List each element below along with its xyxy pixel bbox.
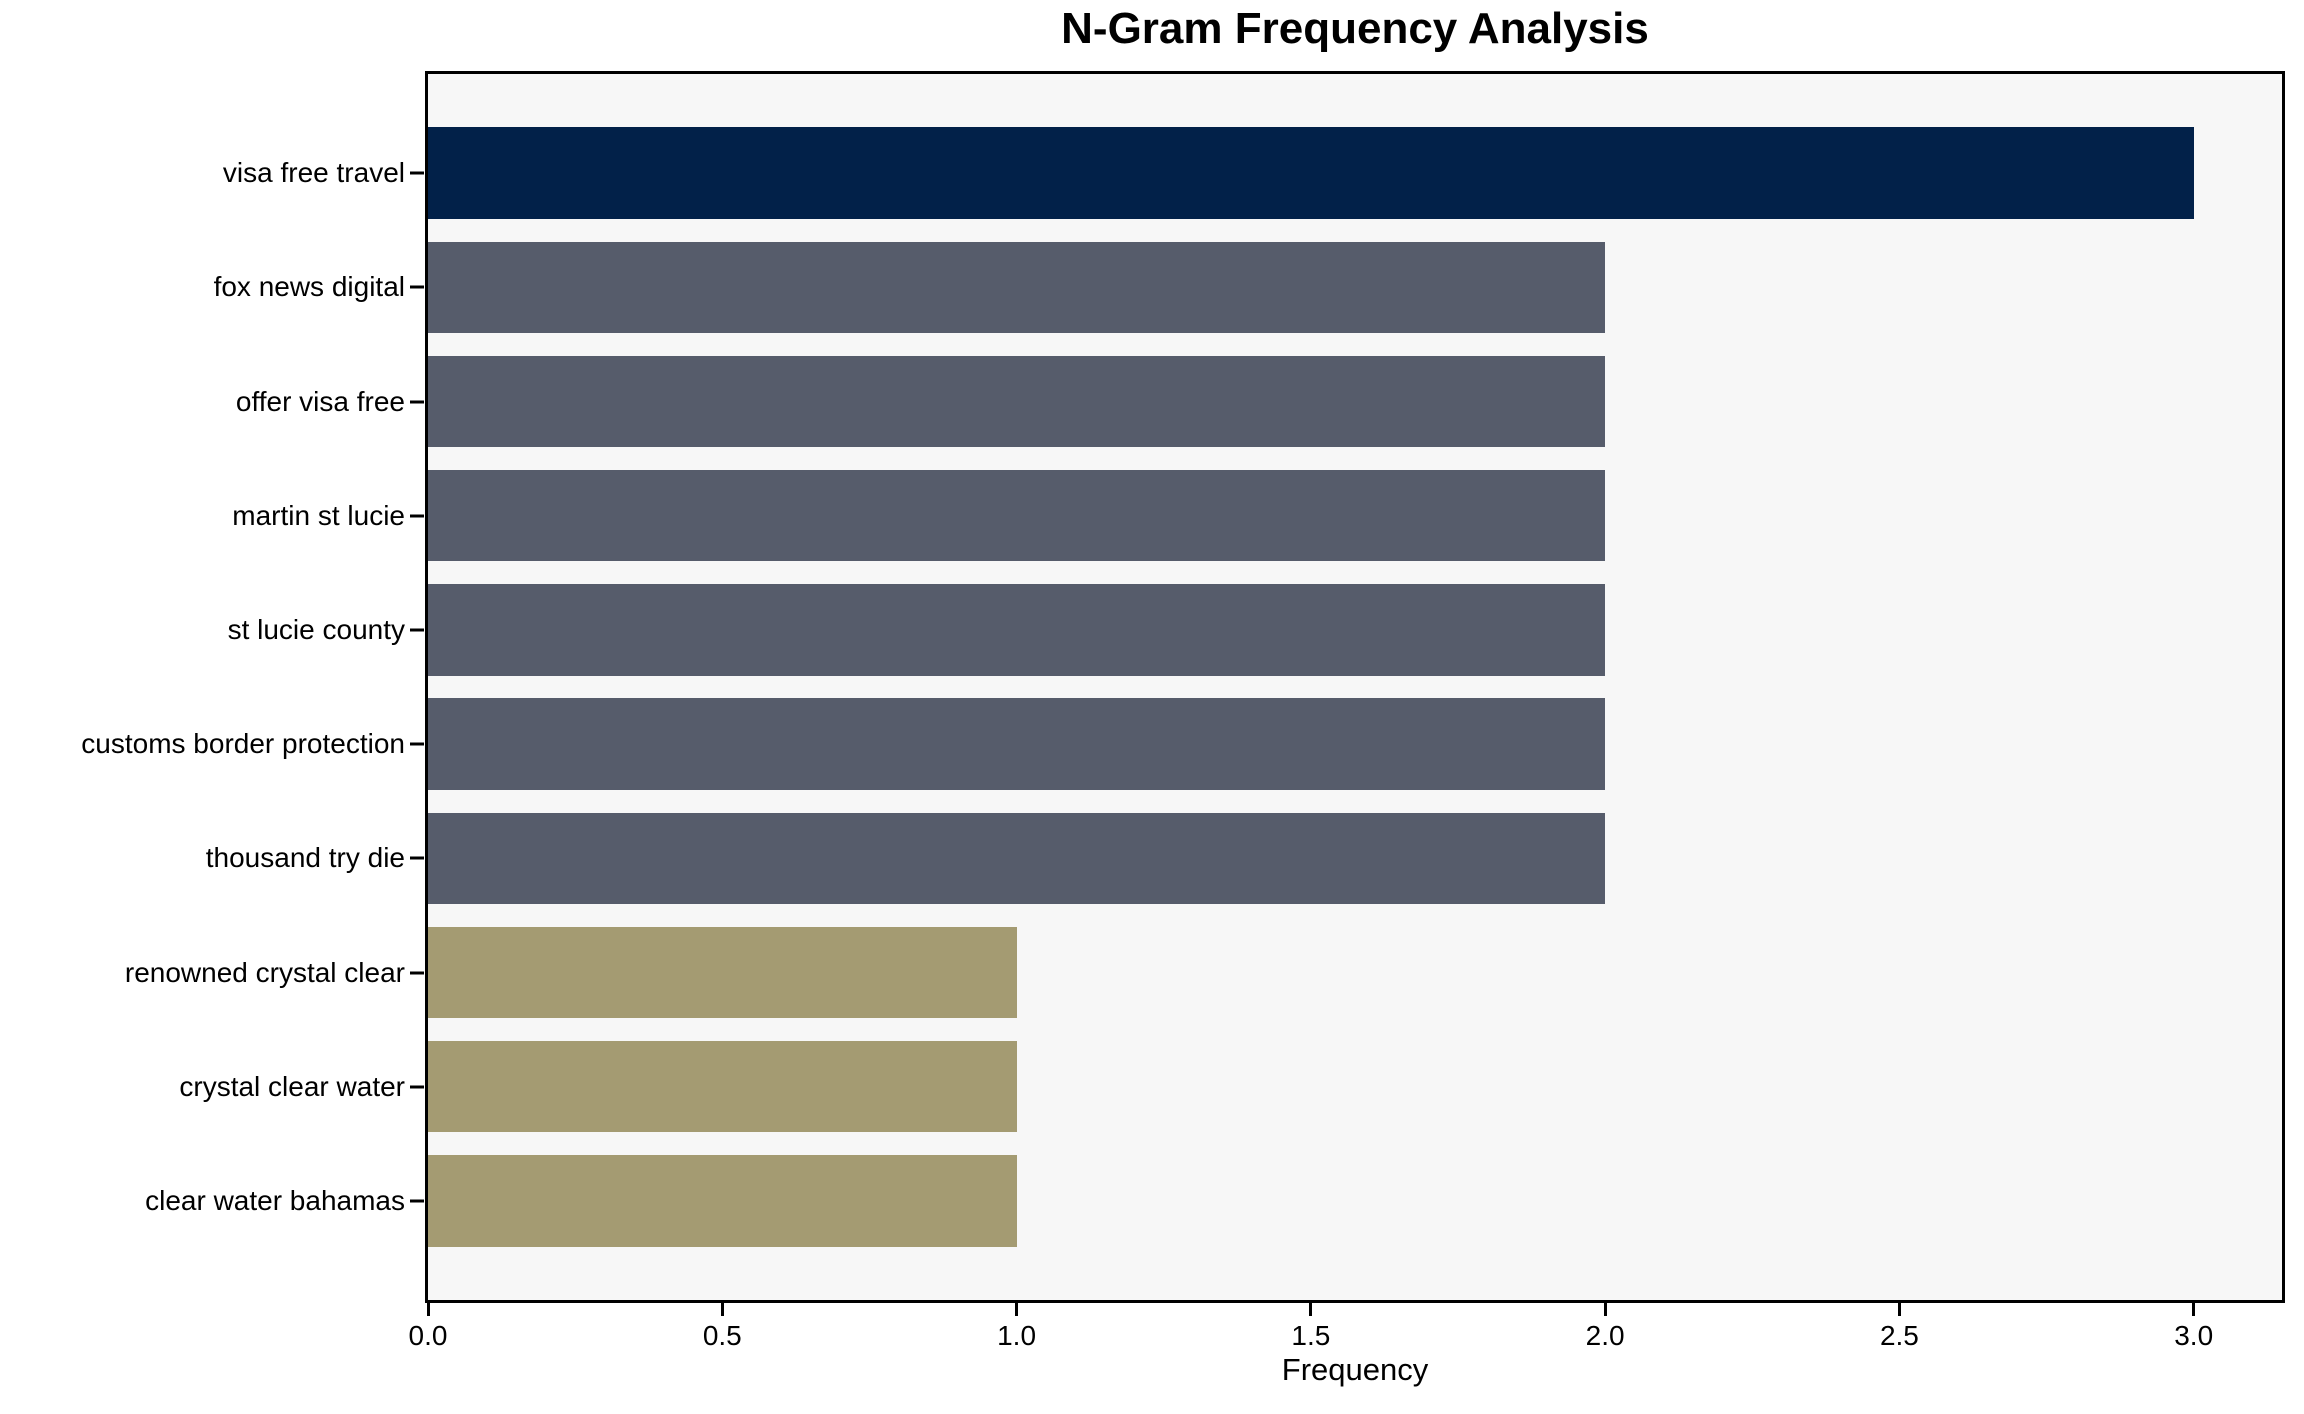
bar — [428, 127, 2194, 219]
bar — [428, 1041, 1017, 1133]
x-tick-mark — [1603, 1303, 1607, 1316]
bar — [428, 355, 1606, 448]
x-tick-mark — [1015, 1303, 1019, 1316]
y-tick-mark — [410, 514, 424, 518]
x-tick-label: 0.5 — [702, 1320, 742, 1351]
x-tick-label: 2.0 — [1585, 1320, 1625, 1351]
y-tick-label: thousand try die — [205, 842, 405, 874]
bar — [428, 926, 1017, 1019]
y-tick-label: clear water bahamas — [145, 1184, 405, 1216]
y-tick-label: st lucie county — [227, 613, 405, 645]
x-tick-label: 0.0 — [408, 1320, 448, 1351]
x-tick-label: 3.0 — [2174, 1320, 2214, 1351]
y-tick-label: crystal clear water — [179, 1070, 405, 1102]
chart-title: N-Gram Frequency Analysis — [1061, 4, 1649, 53]
y-tick-label: martin st lucie — [232, 499, 405, 531]
x-tick-label: 2.5 — [1879, 1320, 1919, 1351]
bar — [428, 1155, 1017, 1247]
bar — [428, 812, 1606, 904]
bar — [428, 470, 1606, 562]
y-tick-label: renowned crystal clear — [124, 956, 405, 988]
bar — [428, 698, 1606, 790]
plot-area — [425, 71, 2285, 1303]
y-tick-mark — [410, 742, 424, 746]
y-tick-mark — [410, 1085, 424, 1089]
y-tick-mark — [410, 971, 424, 974]
y-tick-label: offer visa free — [235, 385, 405, 417]
x-tick-mark — [1309, 1303, 1313, 1316]
x-tick-mark — [2192, 1303, 2196, 1316]
x-tick-mark — [1897, 1303, 1901, 1316]
y-tick-mark — [410, 171, 424, 175]
bar — [428, 584, 1606, 676]
y-tick-mark — [410, 285, 424, 289]
y-tick-label: fox news digital — [213, 271, 405, 303]
x-tick-label: 1.0 — [997, 1320, 1037, 1351]
bar — [428, 241, 1606, 333]
y-tick-mark — [410, 628, 424, 632]
y-tick-mark — [410, 1199, 424, 1203]
x-axis-title: Frequency — [1281, 1352, 1429, 1387]
y-tick-label: visa free travel — [222, 157, 405, 189]
y-tick-mark — [410, 400, 424, 403]
x-tick-mark — [720, 1303, 724, 1316]
y-tick-label: customs border protection — [81, 728, 405, 760]
x-tick-label: 1.5 — [1291, 1320, 1331, 1351]
y-tick-mark — [410, 856, 424, 860]
x-tick-mark — [426, 1303, 430, 1316]
